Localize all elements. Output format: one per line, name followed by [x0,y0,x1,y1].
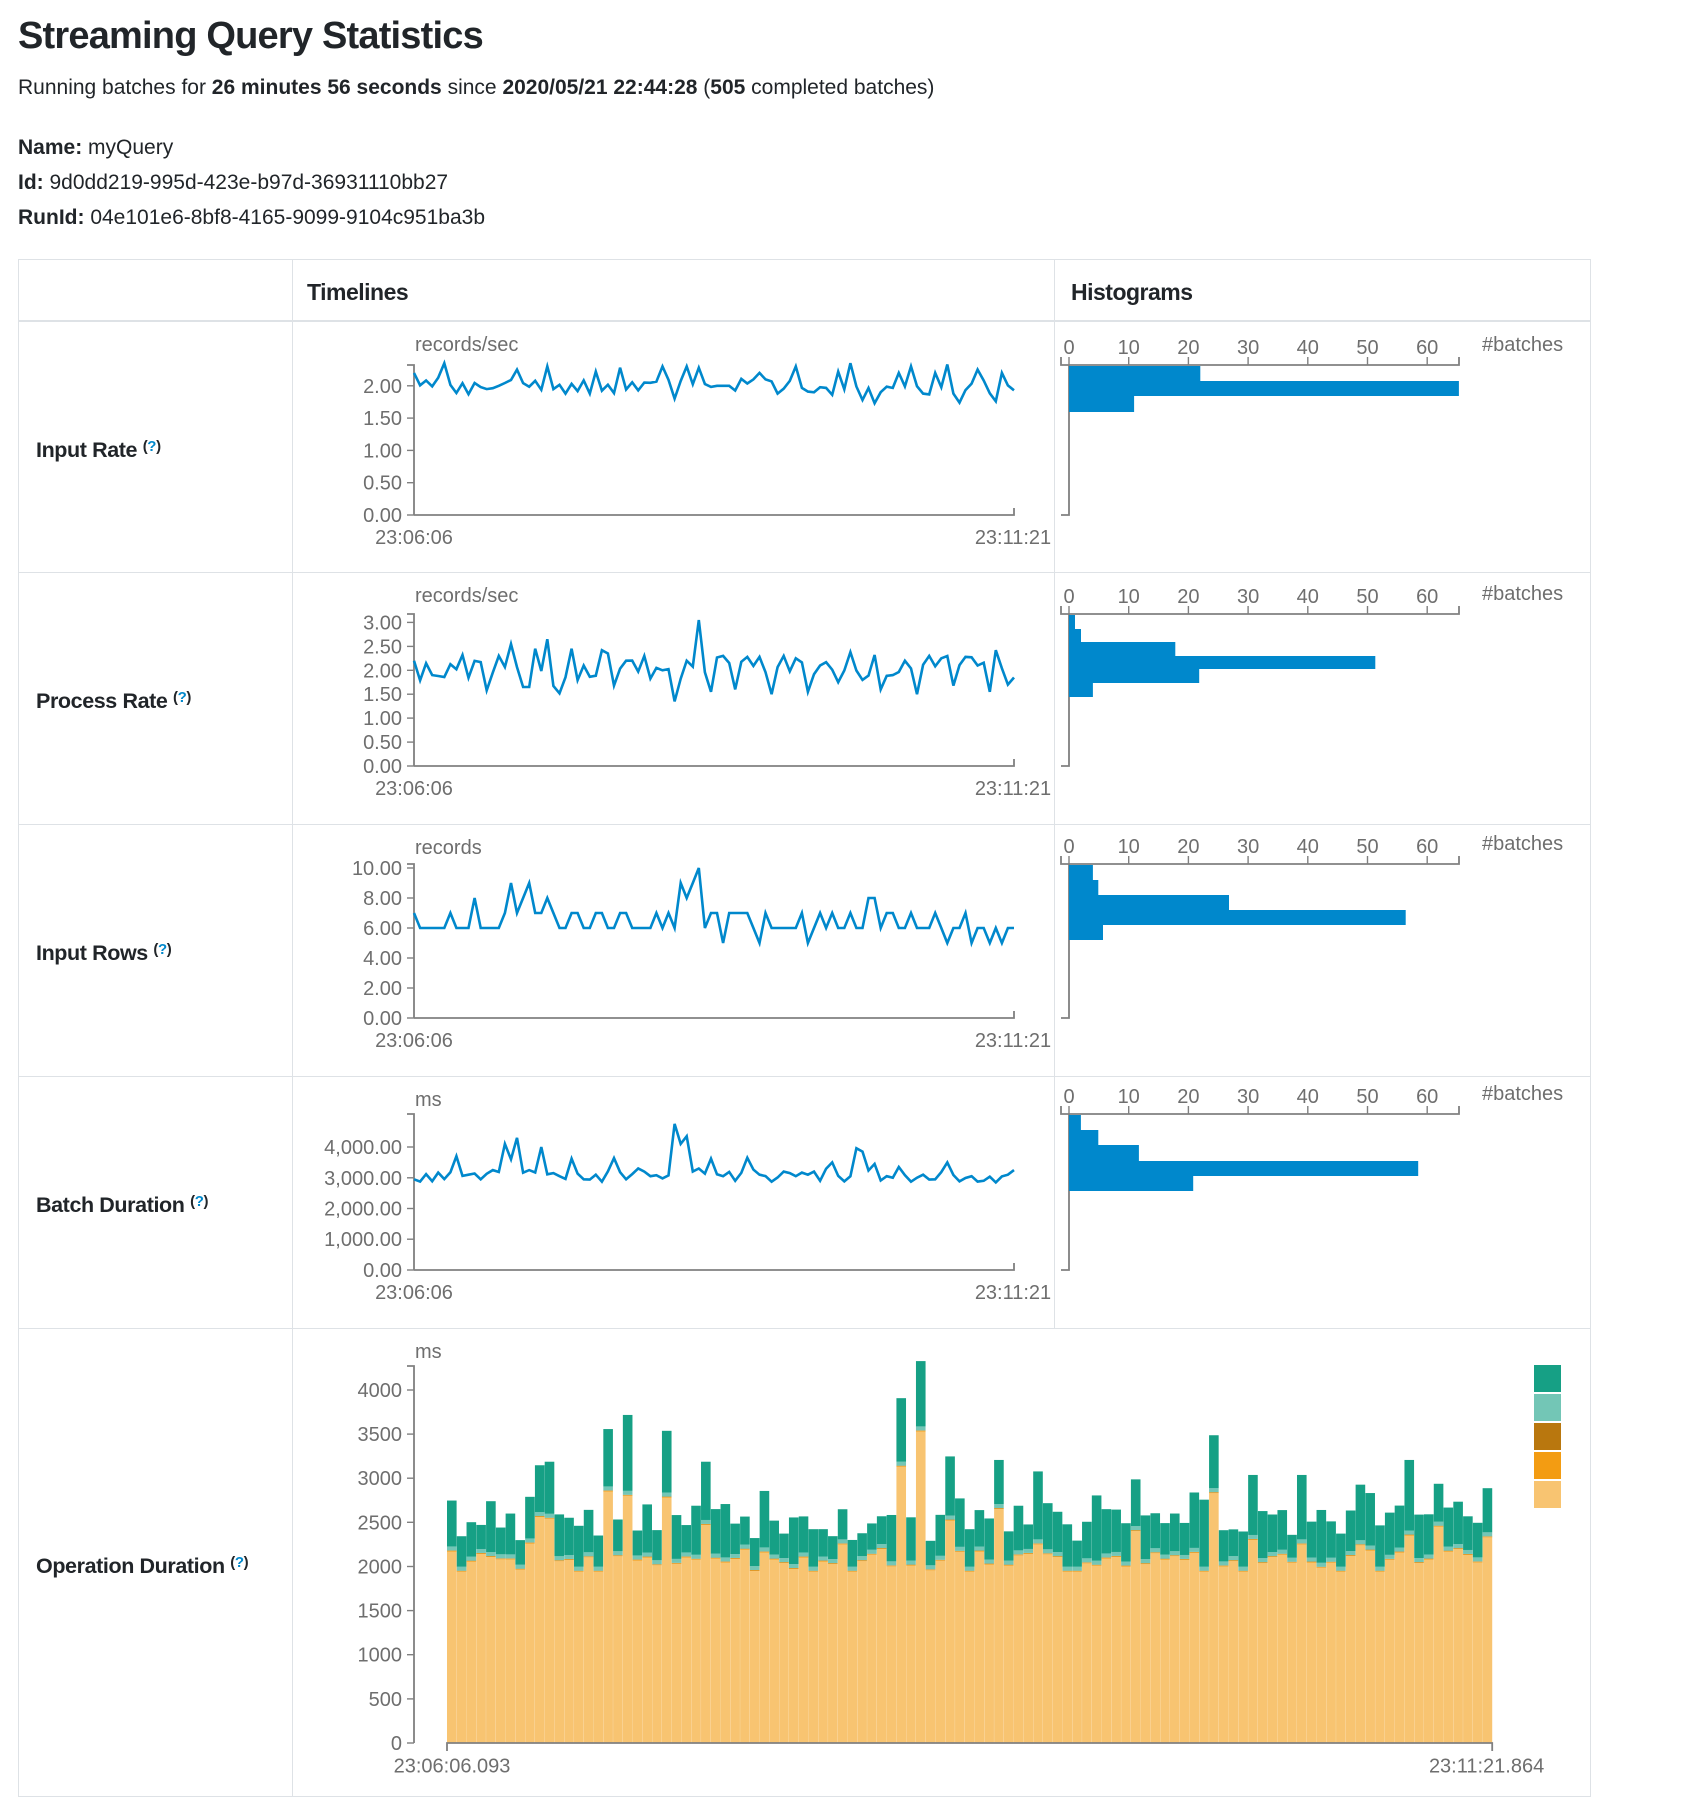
svg-text:0.00: 0.00 [363,505,402,527]
svg-text:23:11:21.864: 23:11:21.864 [1429,1756,1544,1778]
svg-text:10: 10 [1118,586,1140,608]
svg-text:50: 50 [1356,1086,1378,1108]
svg-text:1.00: 1.00 [363,708,402,730]
svg-text:#batches: #batches [1482,833,1563,855]
svg-text:0.00: 0.00 [363,1008,402,1030]
svg-text:23:06:06: 23:06:06 [375,1030,453,1052]
svg-text:0.00: 0.00 [363,756,402,778]
svg-text:2000: 2000 [358,1557,403,1579]
svg-text:0: 0 [1063,337,1074,359]
svg-text:4,000.00: 4,000.00 [324,1137,402,1159]
svg-text:3000: 3000 [358,1468,403,1490]
svg-text:ms: ms [415,1089,442,1111]
svg-text:30: 30 [1237,836,1259,858]
svg-text:2.00: 2.00 [363,978,402,1000]
svg-text:30: 30 [1237,337,1259,359]
svg-text:20: 20 [1177,836,1199,858]
svg-text:records/sec: records/sec [415,585,518,607]
svg-text:10: 10 [1118,1086,1140,1108]
svg-text:23:06:06: 23:06:06 [375,1282,453,1304]
svg-text:60: 60 [1416,836,1438,858]
svg-text:60: 60 [1416,1086,1438,1108]
svg-text:0.50: 0.50 [363,732,402,754]
svg-text:3.00: 3.00 [363,612,402,634]
svg-text:60: 60 [1416,586,1438,608]
svg-text:6.00: 6.00 [363,918,402,940]
svg-text:#batches: #batches [1482,1083,1563,1105]
svg-text:30: 30 [1237,1086,1259,1108]
svg-text:4000: 4000 [358,1380,403,1402]
svg-text:0: 0 [1063,1086,1074,1108]
svg-text:#batches: #batches [1482,583,1563,605]
svg-text:3500: 3500 [358,1424,403,1446]
svg-text:2500: 2500 [358,1512,403,1534]
svg-text:50: 50 [1356,586,1378,608]
svg-text:23:06:06: 23:06:06 [375,778,453,800]
svg-text:30: 30 [1237,586,1259,608]
svg-text:1000: 1000 [358,1645,403,1667]
svg-text:10: 10 [1118,337,1140,359]
svg-text:records: records [415,837,482,859]
svg-text:1.50: 1.50 [363,684,402,706]
svg-text:20: 20 [1177,337,1199,359]
svg-text:40: 40 [1297,586,1319,608]
svg-text:60: 60 [1416,337,1438,359]
svg-text:40: 40 [1297,1086,1319,1108]
svg-text:0: 0 [391,1733,402,1755]
svg-text:10: 10 [1118,836,1140,858]
svg-text:1.50: 1.50 [363,408,402,430]
svg-text:1500: 1500 [358,1601,403,1623]
svg-text:23:11:21: 23:11:21 [975,778,1051,800]
svg-text:0: 0 [1063,836,1074,858]
svg-text:ms: ms [415,1341,442,1363]
svg-text:#batches: #batches [1482,334,1563,356]
svg-text:3,000.00: 3,000.00 [324,1168,402,1190]
svg-text:23:06:06.093: 23:06:06.093 [394,1756,511,1778]
svg-text:20: 20 [1177,586,1199,608]
svg-text:40: 40 [1297,337,1319,359]
svg-text:23:06:06: 23:06:06 [375,527,453,549]
svg-text:8.00: 8.00 [363,888,402,910]
svg-text:50: 50 [1356,836,1378,858]
svg-text:20: 20 [1177,1086,1199,1108]
svg-text:2,000.00: 2,000.00 [324,1199,402,1221]
svg-text:2.50: 2.50 [363,636,402,658]
svg-text:50: 50 [1356,337,1378,359]
svg-text:10.00: 10.00 [352,858,402,880]
svg-text:1,000.00: 1,000.00 [324,1229,402,1251]
svg-text:1.00: 1.00 [363,440,402,462]
svg-text:records/sec: records/sec [415,334,518,356]
svg-text:40: 40 [1297,836,1319,858]
svg-text:2.00: 2.00 [363,376,402,398]
svg-text:0: 0 [1063,586,1074,608]
svg-text:4.00: 4.00 [363,948,402,970]
svg-text:0.50: 0.50 [363,473,402,495]
svg-text:0.00: 0.00 [363,1260,402,1282]
svg-text:2.00: 2.00 [363,660,402,682]
svg-text:23:11:21: 23:11:21 [975,1282,1051,1304]
svg-text:23:11:21: 23:11:21 [975,527,1051,549]
svg-text:500: 500 [369,1689,402,1711]
svg-text:23:11:21: 23:11:21 [975,1030,1051,1052]
